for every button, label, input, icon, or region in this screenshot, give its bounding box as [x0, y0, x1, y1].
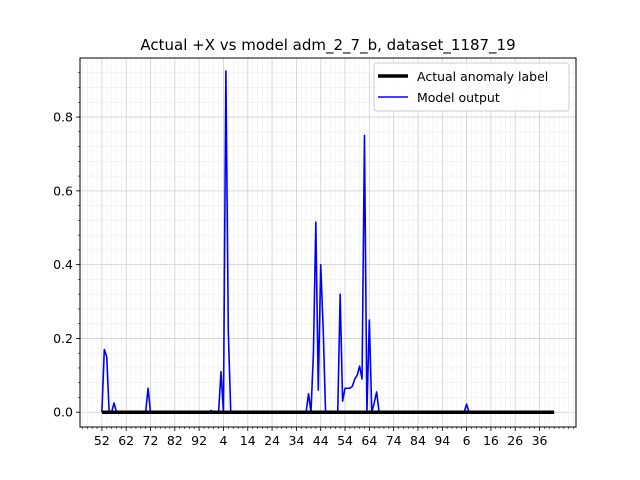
legend-label-actual: Actual anomaly label: [417, 69, 548, 84]
x-tick-label: 16: [483, 433, 499, 448]
x-tick-label: 24: [264, 433, 280, 448]
y-tick-label: 0.6: [53, 183, 73, 198]
x-tick-label: 4: [219, 433, 227, 448]
x-axis: 52 62 72 82 92 4 14 24 34 44 54 64 74 84 94 6 16 26 36: [82, 427, 574, 448]
x-tick-label: 84: [410, 433, 426, 448]
y-tick-label: 0.2: [53, 331, 73, 346]
legend: Actual anomaly label Model output: [373, 62, 570, 112]
x-tick-label: 64: [361, 433, 377, 448]
x-tick-label: 44: [313, 433, 329, 448]
x-tick-label: 82: [167, 433, 183, 448]
y-tick-label: 0.8: [53, 110, 73, 125]
x-tick-label: 62: [118, 433, 134, 448]
series-layer: [101, 70, 555, 414]
x-tick-label: 74: [386, 433, 402, 448]
x-tick-label: 26: [507, 433, 523, 448]
x-tick-label: 6: [463, 433, 471, 448]
x-tick-label: 72: [143, 433, 159, 448]
x-tick-label: 54: [337, 433, 353, 448]
x-tick-label: 34: [288, 433, 304, 448]
y-tick-label: 0.0: [53, 405, 73, 420]
legend-box: [373, 62, 570, 112]
x-tick-label: 52: [94, 433, 110, 448]
plot-area-frame: [79, 57, 577, 428]
x-tick-label: 36: [532, 433, 548, 448]
chart-title: Actual +X vs model adm_2_7_b, dataset_11…: [140, 36, 515, 55]
x-tick-label: 14: [240, 433, 256, 448]
y-tick-label: 0.4: [53, 257, 73, 272]
x-tick-label: 94: [434, 433, 450, 448]
y-axis: 0.0 0.2 0.4 0.6 0.8: [53, 72, 80, 420]
x-tick-label: 92: [191, 433, 207, 448]
legend-label-model: Model output: [417, 90, 500, 105]
